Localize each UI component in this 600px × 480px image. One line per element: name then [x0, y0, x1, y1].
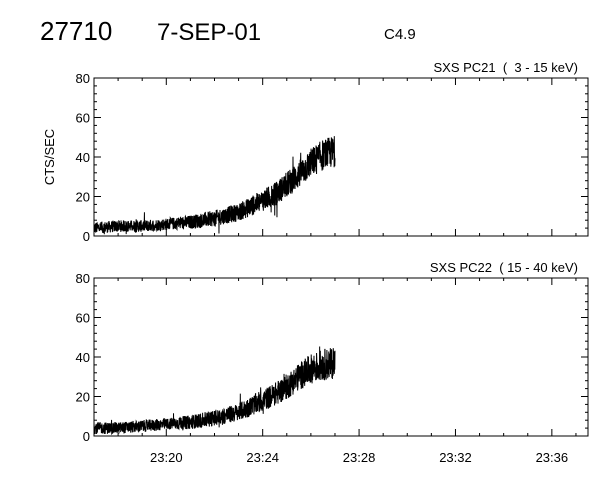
x-tick-label: 23:24 — [246, 450, 279, 465]
panel-title-pc22: SXS PC22 ( 15 - 40 keV) — [430, 260, 578, 275]
plot-frame-pc22 — [93, 277, 589, 437]
y-tick-label: 60 — [76, 311, 90, 326]
event-date: 7-SEP-01 — [157, 19, 261, 46]
y-tick-label: 80 — [76, 271, 90, 286]
x-tick-label: 23:36 — [536, 450, 569, 465]
axis-ticks-pc21: 0 20 40 60 80 — [76, 71, 588, 244]
panel-pc21: SXS PC21 ( 3 - 15 keV) CTS/SEC 0 20 40 60 80 — [42, 60, 589, 244]
y-axis-label: CTS/SEC — [42, 129, 57, 185]
y-tick-label: 40 — [76, 150, 90, 165]
x-tick-label: 23:20 — [150, 450, 183, 465]
y-tick-label: 40 — [76, 350, 90, 365]
y-tick-label: 60 — [76, 111, 90, 126]
flare-class: C4.9 — [384, 26, 416, 43]
plot-frame-pc21 — [93, 77, 589, 237]
x-tick-label: 23:32 — [439, 450, 472, 465]
y-tick-label: 20 — [76, 190, 90, 205]
y-tick-label: 0 — [83, 429, 90, 444]
panel-pc22: SXS PC22 ( 15 - 40 keV) 0 20 40 60 80 23:20 23… — [76, 260, 589, 465]
y-tick-label: 0 — [83, 229, 90, 244]
y-tick-label: 80 — [76, 71, 90, 86]
event-id: 27710 — [40, 16, 112, 46]
panel-title-pc21: SXS PC21 ( 3 - 15 keV) — [433, 60, 578, 75]
x-tick-label: 23:28 — [343, 450, 376, 465]
y-tick-label: 20 — [76, 390, 90, 405]
axis-ticks-pc22: 0 20 40 60 80 23:20 23:24 23:28 23:32 23:36 — [76, 271, 588, 465]
series-line-pc21 — [93, 136, 336, 235]
series-line-pc22 — [93, 346, 336, 436]
